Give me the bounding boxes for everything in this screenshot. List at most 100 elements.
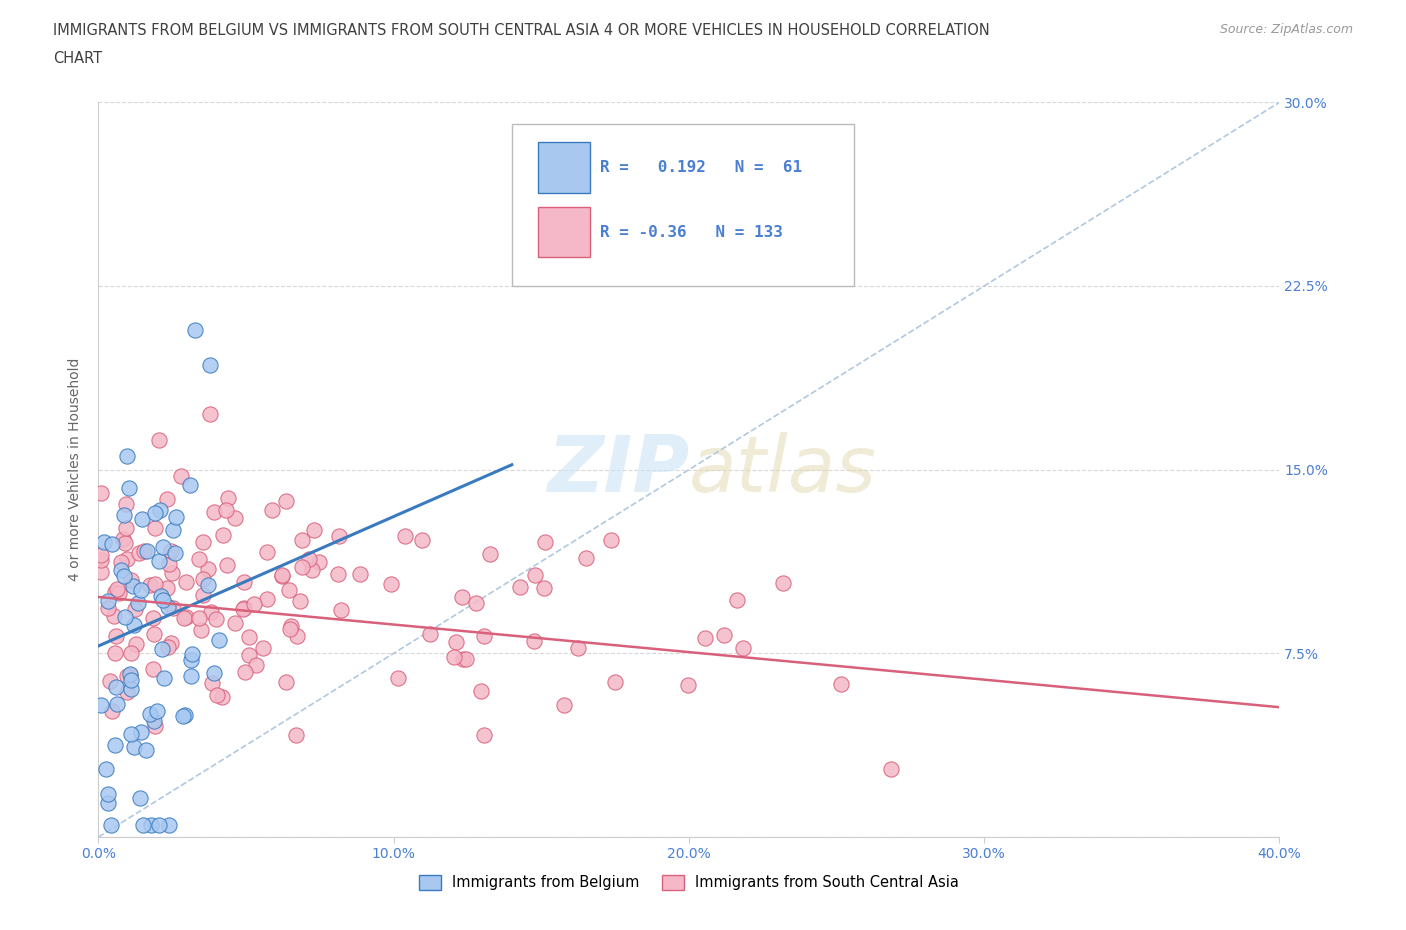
Point <box>278 582 301 597</box>
Point <box>288 593 311 608</box>
Point <box>278 622 301 637</box>
Point <box>148 817 170 832</box>
Point <box>145 506 167 521</box>
Text: atlas: atlas <box>689 432 877 508</box>
Point <box>136 544 159 559</box>
Point <box>328 528 350 543</box>
Point <box>115 521 138 536</box>
Point <box>120 573 142 588</box>
Point <box>676 677 699 692</box>
Point <box>470 684 492 698</box>
Point <box>533 581 555 596</box>
Point <box>153 671 176 685</box>
Text: R =   0.192   N =  61: R = 0.192 N = 61 <box>600 160 803 175</box>
Point <box>772 576 794 591</box>
Point <box>464 595 486 610</box>
Point <box>179 477 201 492</box>
Point <box>149 589 172 604</box>
Point <box>274 674 297 689</box>
Point <box>274 493 297 508</box>
Point <box>139 817 162 832</box>
Point <box>172 709 194 724</box>
Point <box>180 652 202 667</box>
Point <box>411 533 433 548</box>
Point <box>94 762 117 777</box>
Point <box>162 565 184 580</box>
Point <box>731 640 754 655</box>
Point <box>97 601 120 616</box>
Y-axis label: 4 or more Vehicles in Household: 4 or more Vehicles in Household <box>69 358 83 581</box>
Point <box>285 629 308 644</box>
Point <box>120 646 142 661</box>
Point <box>139 707 162 722</box>
Point <box>233 664 256 679</box>
Point <box>97 787 120 802</box>
Point <box>451 651 474 666</box>
Point <box>148 432 170 447</box>
Point <box>143 521 166 536</box>
Point <box>157 817 180 832</box>
Point <box>830 676 852 691</box>
Point <box>509 579 531 594</box>
Point <box>118 666 141 681</box>
Point <box>600 533 623 548</box>
Point <box>149 502 172 517</box>
Point <box>118 480 141 495</box>
Point <box>181 646 204 661</box>
Point <box>713 627 735 642</box>
Point <box>127 595 149 610</box>
Point <box>725 592 748 607</box>
Point <box>456 652 478 667</box>
Point <box>156 600 179 615</box>
Point <box>217 558 239 573</box>
Point <box>197 578 219 592</box>
Point <box>444 635 467 650</box>
Text: CHART: CHART <box>53 51 103 66</box>
Point <box>159 635 181 650</box>
Text: Source: ZipAtlas.com: Source: ZipAtlas.com <box>1219 23 1353 36</box>
Point <box>233 601 256 616</box>
Point <box>120 672 142 687</box>
Point <box>139 578 162 592</box>
Point <box>121 726 143 741</box>
Point <box>197 561 219 576</box>
Point <box>326 567 349 582</box>
Point <box>224 616 246 631</box>
Point <box>301 563 323 578</box>
Point <box>211 689 233 704</box>
Point <box>880 761 903 776</box>
Point <box>122 740 145 755</box>
Point <box>118 667 141 682</box>
Point <box>134 543 156 558</box>
Point <box>100 817 122 832</box>
Point <box>387 671 409 685</box>
Point <box>233 575 256 590</box>
Point <box>262 502 284 517</box>
Point <box>180 668 202 683</box>
Point <box>107 697 129 711</box>
Point <box>103 608 125 623</box>
Point <box>97 593 120 608</box>
Point <box>120 682 142 697</box>
Point <box>115 449 138 464</box>
Point <box>101 537 124 551</box>
Point <box>152 539 174 554</box>
Point <box>152 592 174 607</box>
Point <box>271 568 294 583</box>
Point <box>198 407 221 422</box>
Point <box>114 609 136 624</box>
Point <box>205 687 228 702</box>
Point <box>131 512 153 527</box>
Point <box>110 563 132 578</box>
Point <box>110 555 132 570</box>
Point <box>523 633 546 648</box>
Point <box>238 630 260 644</box>
Point <box>146 703 169 718</box>
Text: R = -0.36   N = 133: R = -0.36 N = 133 <box>600 225 783 240</box>
Point <box>142 714 165 729</box>
Point <box>280 618 302 633</box>
Point <box>114 536 136 551</box>
Point <box>111 532 134 547</box>
Point <box>217 491 239 506</box>
Point <box>214 503 236 518</box>
